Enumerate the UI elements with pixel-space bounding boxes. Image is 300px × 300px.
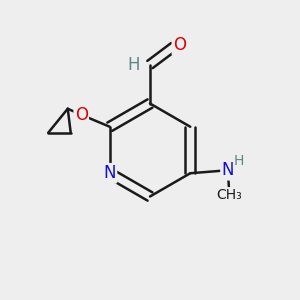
Text: H: H xyxy=(127,56,140,74)
Text: N: N xyxy=(103,164,116,182)
Text: CH₃: CH₃ xyxy=(216,188,242,202)
Text: N: N xyxy=(221,161,234,179)
Text: O: O xyxy=(173,36,186,54)
Text: H: H xyxy=(234,154,244,168)
Text: O: O xyxy=(75,106,88,124)
